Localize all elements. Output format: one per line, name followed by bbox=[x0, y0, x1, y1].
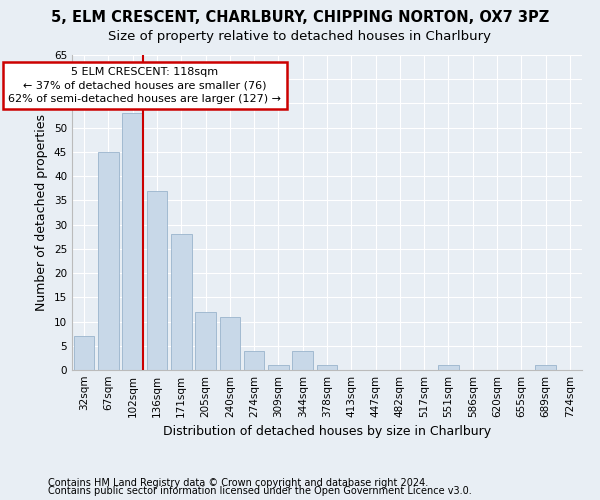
Bar bbox=[292, 350, 313, 370]
Text: 5 ELM CRESCENT: 118sqm
← 37% of detached houses are smaller (76)
62% of semi-det: 5 ELM CRESCENT: 118sqm ← 37% of detached… bbox=[8, 67, 281, 104]
Text: 5, ELM CRESCENT, CHARLBURY, CHIPPING NORTON, OX7 3PZ: 5, ELM CRESCENT, CHARLBURY, CHIPPING NOR… bbox=[51, 10, 549, 25]
Bar bbox=[98, 152, 119, 370]
Bar bbox=[171, 234, 191, 370]
Y-axis label: Number of detached properties: Number of detached properties bbox=[35, 114, 49, 311]
Bar bbox=[268, 365, 289, 370]
X-axis label: Distribution of detached houses by size in Charlbury: Distribution of detached houses by size … bbox=[163, 426, 491, 438]
Bar bbox=[195, 312, 216, 370]
Text: Contains public sector information licensed under the Open Government Licence v3: Contains public sector information licen… bbox=[48, 486, 472, 496]
Bar bbox=[146, 190, 167, 370]
Bar bbox=[74, 336, 94, 370]
Bar bbox=[535, 365, 556, 370]
Text: Contains HM Land Registry data © Crown copyright and database right 2024.: Contains HM Land Registry data © Crown c… bbox=[48, 478, 428, 488]
Bar bbox=[122, 113, 143, 370]
Bar bbox=[317, 365, 337, 370]
Bar bbox=[220, 316, 240, 370]
Bar bbox=[438, 365, 459, 370]
Bar bbox=[244, 350, 265, 370]
Text: Size of property relative to detached houses in Charlbury: Size of property relative to detached ho… bbox=[109, 30, 491, 43]
